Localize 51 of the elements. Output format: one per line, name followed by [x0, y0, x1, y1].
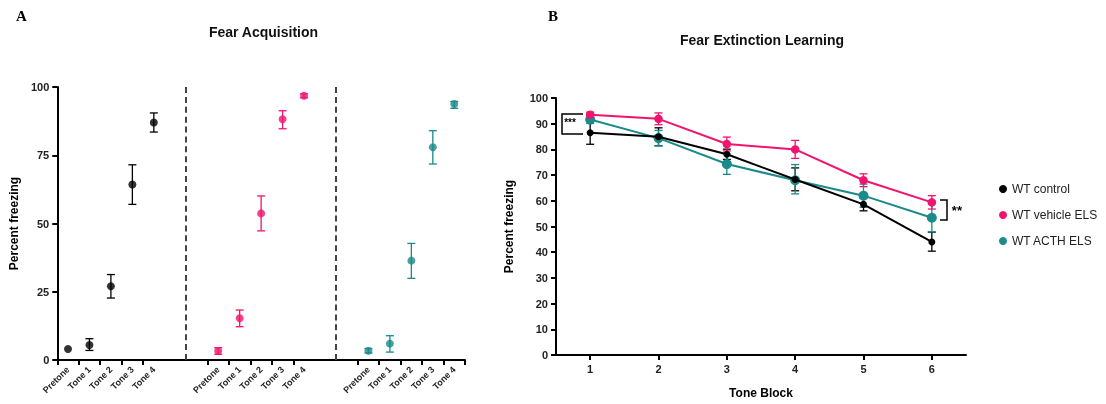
- y-tick-label: 25: [37, 285, 50, 298]
- y-axis-title: Percent freezing: [502, 179, 516, 274]
- point: [858, 190, 869, 201]
- point: [128, 180, 137, 189]
- y-tick-label: 0: [541, 349, 548, 361]
- point: [106, 282, 115, 291]
- point: [63, 345, 72, 354]
- x-tick-label: 1: [587, 362, 594, 375]
- annotation: **: [951, 202, 962, 218]
- y-tick-label: 60: [535, 194, 548, 207]
- text: B: [548, 8, 559, 25]
- y-tick-label: 100: [30, 81, 50, 93]
- x-tick-label: 6: [928, 362, 935, 375]
- y-tick-label: 100: [529, 92, 548, 104]
- x-tick-label: 4: [792, 362, 800, 375]
- point: [385, 339, 394, 348]
- point: [860, 200, 867, 208]
- point: [278, 115, 287, 124]
- y-tick-label: 75: [37, 149, 50, 162]
- point: [928, 238, 936, 246]
- y-tick-label: 10: [535, 323, 548, 336]
- y-axis-title: Percent freezing: [7, 176, 21, 271]
- point: [235, 314, 244, 323]
- x-tick-label: 3: [723, 362, 730, 375]
- point: [586, 129, 594, 137]
- y-tick-label: 50: [37, 217, 50, 230]
- point: [149, 118, 158, 127]
- chart-title: Fear Extinction Learning: [679, 32, 845, 48]
- y-tick-label: 90: [535, 117, 548, 130]
- chart-title: Fear Acquisition: [208, 24, 319, 40]
- x-tick-label: 5: [860, 362, 867, 375]
- y-tick-label: 30: [535, 271, 548, 284]
- legend-label: WT control: [1012, 182, 1070, 196]
- y-tick-label: 40: [535, 246, 548, 259]
- y-tick-label: 0: [43, 354, 50, 366]
- legend-label: WT vehicle ELS: [1012, 208, 1098, 222]
- x-tick-label: 2: [655, 362, 662, 375]
- point: [407, 256, 416, 265]
- point: [257, 209, 266, 218]
- point: [926, 212, 937, 223]
- point: [790, 145, 800, 154]
- point: [428, 143, 437, 152]
- annotation: ***: [564, 116, 576, 128]
- legend-label: WT ACTH ELS: [1012, 234, 1092, 248]
- y-tick-label: 50: [535, 220, 548, 233]
- text: A: [16, 8, 27, 25]
- point: [721, 159, 732, 170]
- y-tick-label: 70: [535, 169, 548, 182]
- y-tick-label: 80: [535, 143, 548, 156]
- x-axis-title: Tone Block: [729, 386, 794, 400]
- y-tick-label: 20: [535, 297, 548, 310]
